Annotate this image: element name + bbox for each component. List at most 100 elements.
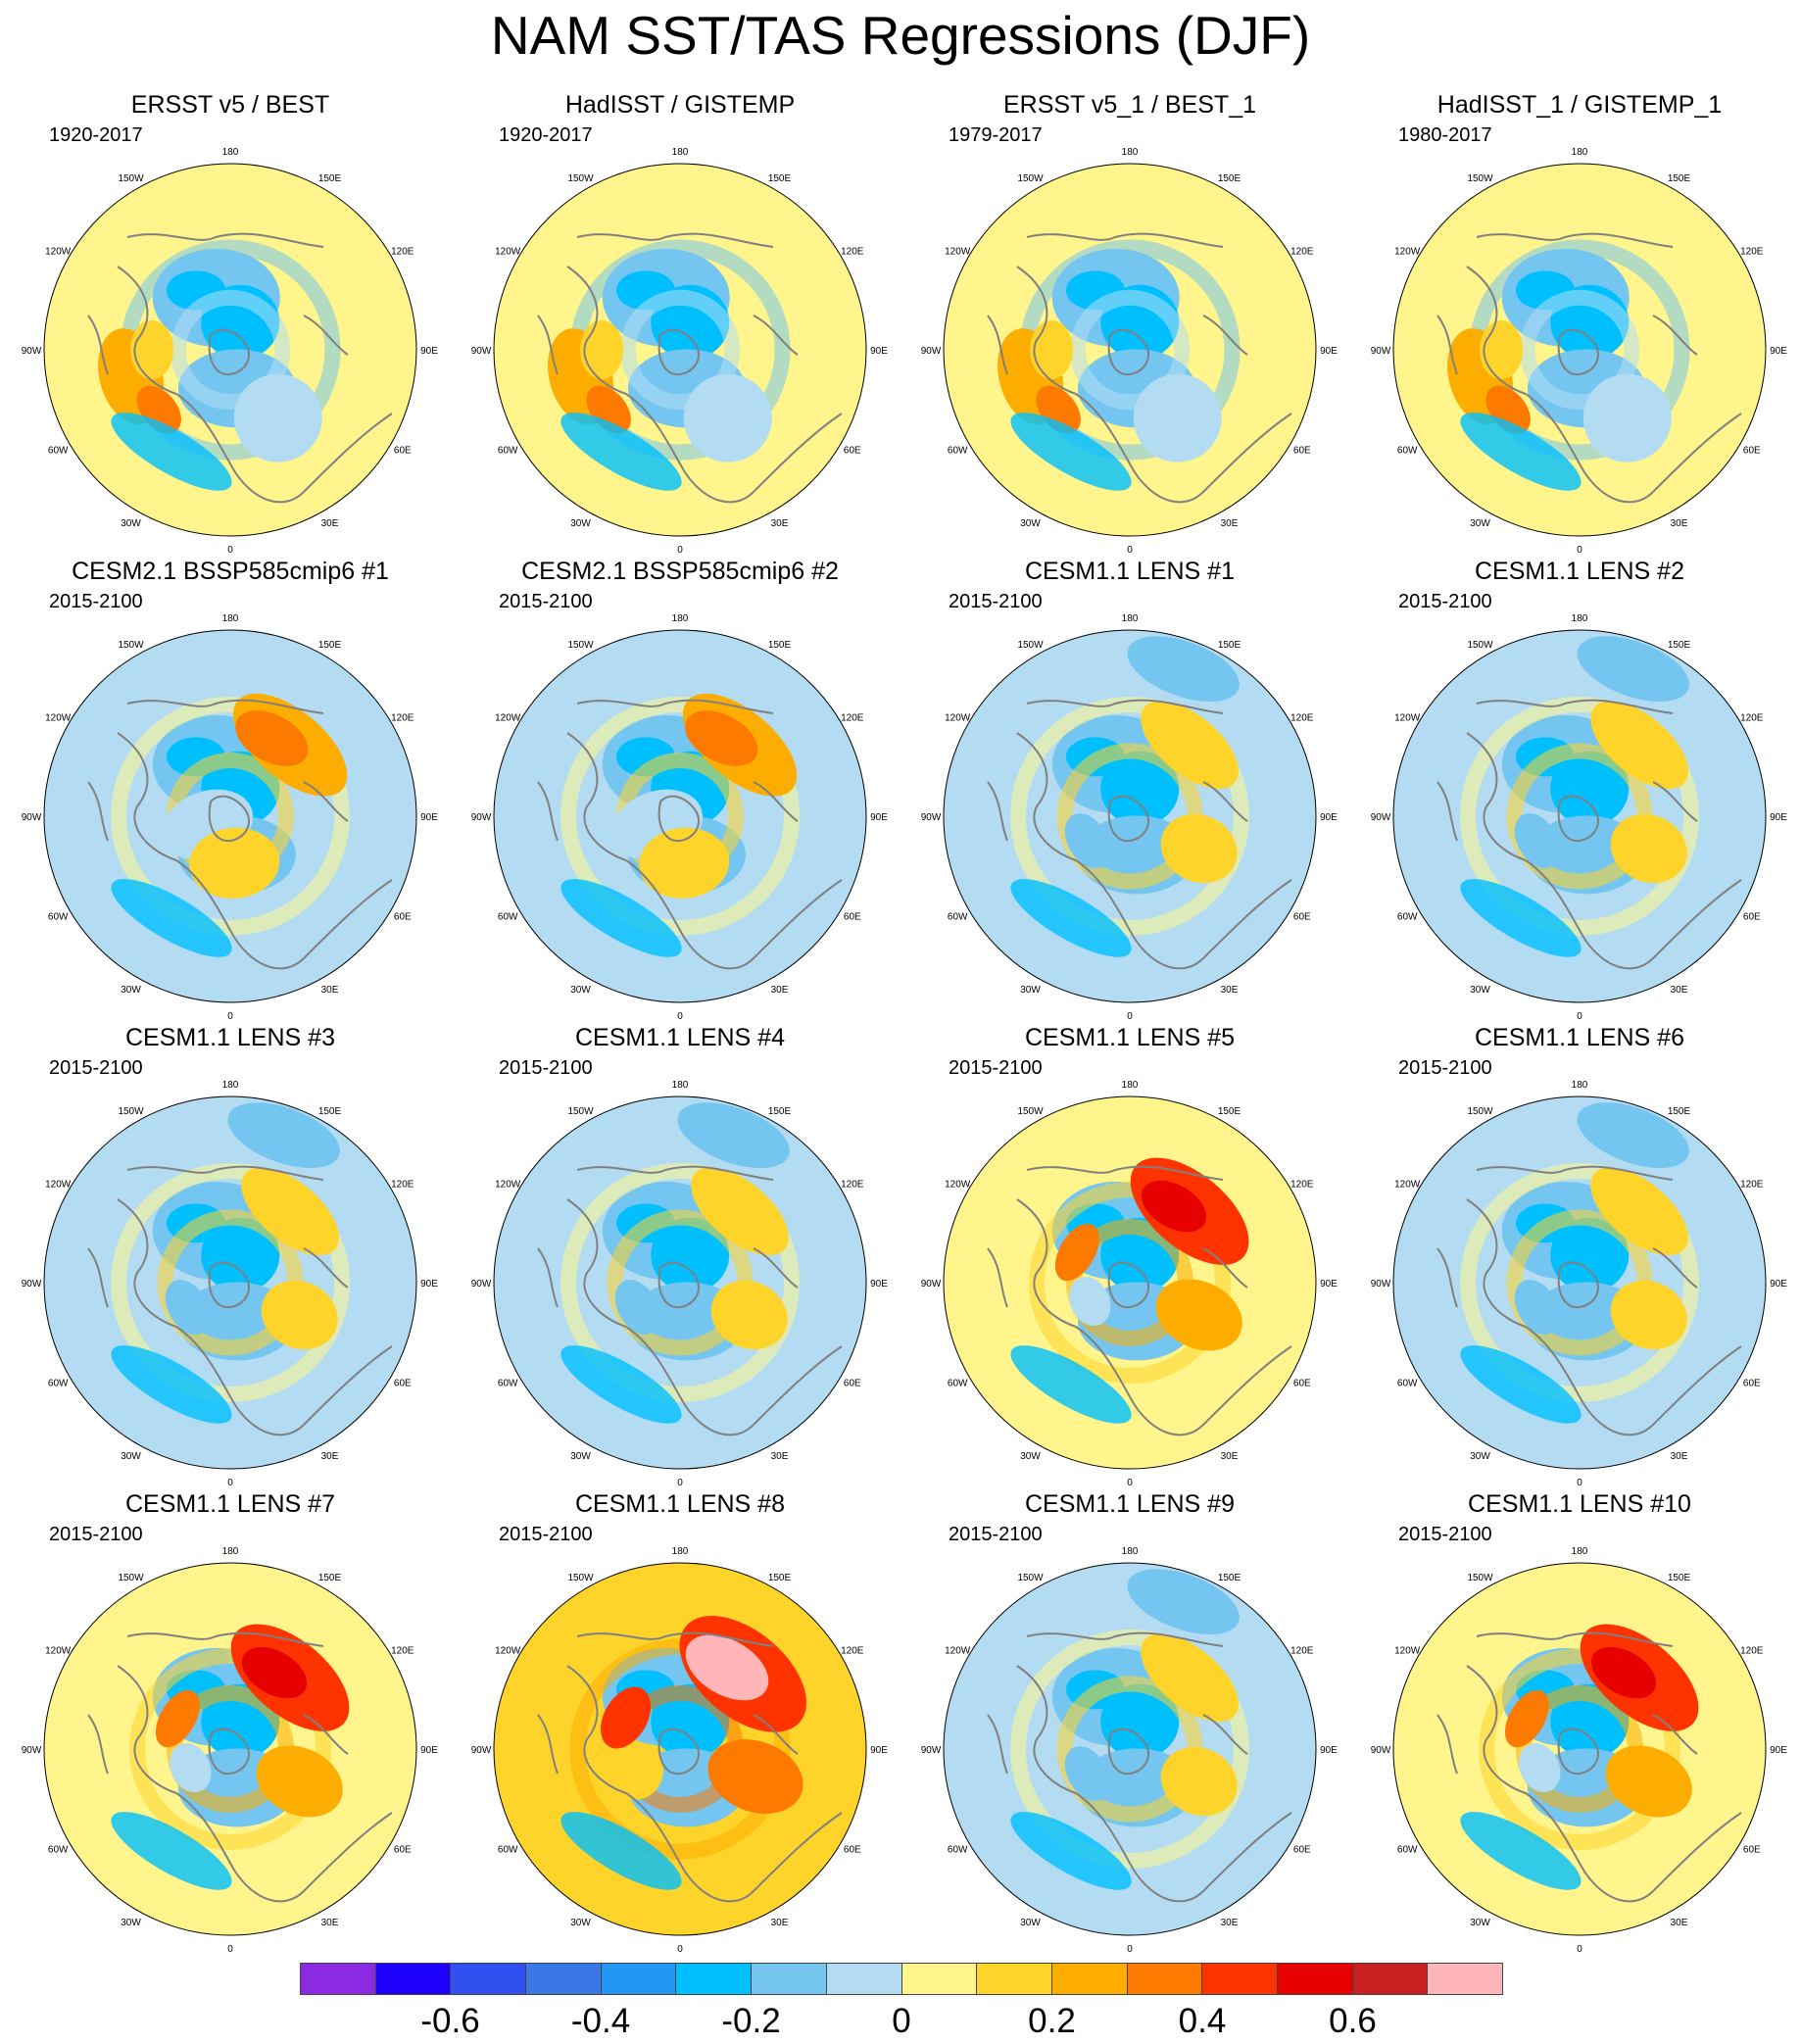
longitude-label: 30E (771, 1918, 789, 1928)
longitude-label: 150E (318, 640, 342, 651)
longitude-label: 90E (870, 346, 888, 357)
anomaly-blob (1064, 1746, 1110, 1801)
coastline (208, 1261, 250, 1309)
longitude-label: 90E (1770, 1279, 1787, 1290)
longitude-label: 150W (1467, 1106, 1493, 1117)
map-panel: 180 150E 120E 90E 60E 30E 0 30W 60W 90W 120W 150W CE… (909, 1489, 1350, 1955)
longitude-label: 60E (1293, 1379, 1311, 1389)
longitude-label: 60E (844, 912, 861, 923)
longitude-label: 60E (1743, 1379, 1761, 1389)
regression-field (494, 164, 866, 536)
longitude-label: 150W (1017, 1573, 1044, 1583)
coastline (1107, 795, 1149, 843)
longitude-label: 150W (118, 640, 144, 651)
map-outline (493, 1562, 867, 1936)
longitude-label: 0 (227, 545, 233, 556)
panel-title: CESM2.1 BSSP585cmip6 #2 (521, 558, 839, 585)
map-outline (43, 629, 417, 1003)
longitude-label: 60W (948, 1379, 968, 1389)
longitude-label: 180 (672, 1080, 689, 1091)
coastline (208, 795, 250, 843)
coastline (576, 699, 774, 714)
longitude-label: 30E (1671, 518, 1688, 529)
longitude-label: 90E (1320, 812, 1338, 823)
colorbar-label: 0.6 (1329, 2002, 1377, 2040)
coastline (753, 1714, 799, 1755)
longitude-label: 0 (227, 1011, 233, 1022)
map-panel: 180 150E 120E 90E 60E 30E 0 30W 60W 90W 120W 150W CE… (10, 1023, 451, 1488)
pacific-cold-tongue (560, 1345, 682, 1424)
longitude-label: 150E (768, 173, 792, 184)
longitude-label: 0 (677, 1011, 683, 1022)
panel-period: 1980-2017 (1398, 124, 1492, 146)
panel-title: ERSST v5_1 / BEST_1 (1003, 91, 1256, 119)
longitude-label: 90E (870, 812, 888, 823)
regression-field (494, 630, 866, 1002)
panel-title: CESM1.1 LENS #7 (125, 1490, 335, 1518)
cold-anomaly (651, 1217, 730, 1292)
coastline (1466, 1665, 1527, 1794)
anomaly-blob (1127, 636, 1240, 703)
longitude-label: 0 (1127, 1478, 1133, 1488)
coastline (1652, 1345, 1742, 1426)
coastline (1525, 1326, 1654, 1436)
map-outline (493, 629, 867, 1003)
longitude-label: 60W (48, 1845, 69, 1856)
regression-field (44, 630, 416, 1002)
longitude-label: 120E (841, 247, 864, 258)
longitude-label: 0 (1127, 545, 1133, 556)
longitude-label: 120E (1290, 247, 1314, 258)
longitude-label: 30W (121, 1918, 141, 1928)
anomaly-blob (1069, 1276, 1111, 1327)
coastline (1016, 732, 1077, 861)
longitude-label: 120W (1394, 1180, 1421, 1191)
longitude-label: 30E (771, 1451, 789, 1462)
panel-title: CESM1.1 LENS #3 (125, 1024, 335, 1051)
coastline (303, 879, 393, 959)
longitude-label: 30W (1020, 1918, 1041, 1928)
coastline (753, 413, 843, 493)
polar-map: 180 150E 120E 90E 60E 30E 0 30W 60W 90W 120W 150W (1371, 147, 1788, 556)
anomaly-blob (1160, 813, 1238, 884)
cold-anomaly (1550, 751, 1630, 826)
panel-title: CESM1.1 LENS #10 (1468, 1490, 1691, 1518)
longitude-label: 150W (1467, 1573, 1493, 1583)
coastline (87, 315, 109, 375)
panel-period: 2015-2100 (949, 1057, 1043, 1079)
panel-title: CESM1.1 LENS #5 (1025, 1024, 1235, 1051)
regression-field (944, 1563, 1316, 1935)
colorbar-swatch (826, 1964, 902, 1994)
cold-anomaly (1100, 751, 1180, 826)
colorbar-swatch (1277, 1964, 1353, 1994)
longitude-label: 0 (1577, 1944, 1582, 1955)
longitude-label: 180 (672, 613, 689, 624)
anomaly-blob (1582, 373, 1672, 462)
longitude-label: 30E (1671, 1451, 1688, 1462)
coastline (117, 1198, 177, 1328)
colorbar-swatch (901, 1964, 978, 1994)
anomaly-blob (614, 1280, 660, 1335)
coastline (1525, 1792, 1654, 1903)
longitude-label: 120E (1740, 1180, 1764, 1191)
map-outline (493, 163, 867, 537)
coastline (1202, 879, 1292, 959)
longitude-label: 120W (945, 1180, 971, 1191)
anomaly-blob (1577, 636, 1689, 703)
longitude-label: 120W (495, 713, 521, 724)
longitude-label: 30W (570, 518, 591, 529)
polar-map: 180 150E 120E 90E 60E 30E 0 30W 60W 90W 120W 150W (1371, 1080, 1788, 1488)
colorbar-swatch (301, 1964, 376, 1994)
warm-band (1029, 1182, 1231, 1384)
panel-title: CESM1.1 LENS #4 (575, 1024, 785, 1051)
warm-band (1519, 289, 1640, 411)
longitude-label: 60W (948, 1845, 968, 1856)
longitude-label: 60W (498, 912, 518, 923)
coastline (566, 1665, 627, 1794)
longitude-label: 150W (118, 1573, 144, 1583)
longitude-label: 60W (498, 446, 518, 457)
coastline (1107, 1261, 1149, 1309)
longitude-label: 30W (121, 518, 141, 529)
coastline (1202, 1812, 1292, 1892)
longitude-label: 60W (948, 912, 968, 923)
longitude-label: 150W (1017, 173, 1044, 184)
